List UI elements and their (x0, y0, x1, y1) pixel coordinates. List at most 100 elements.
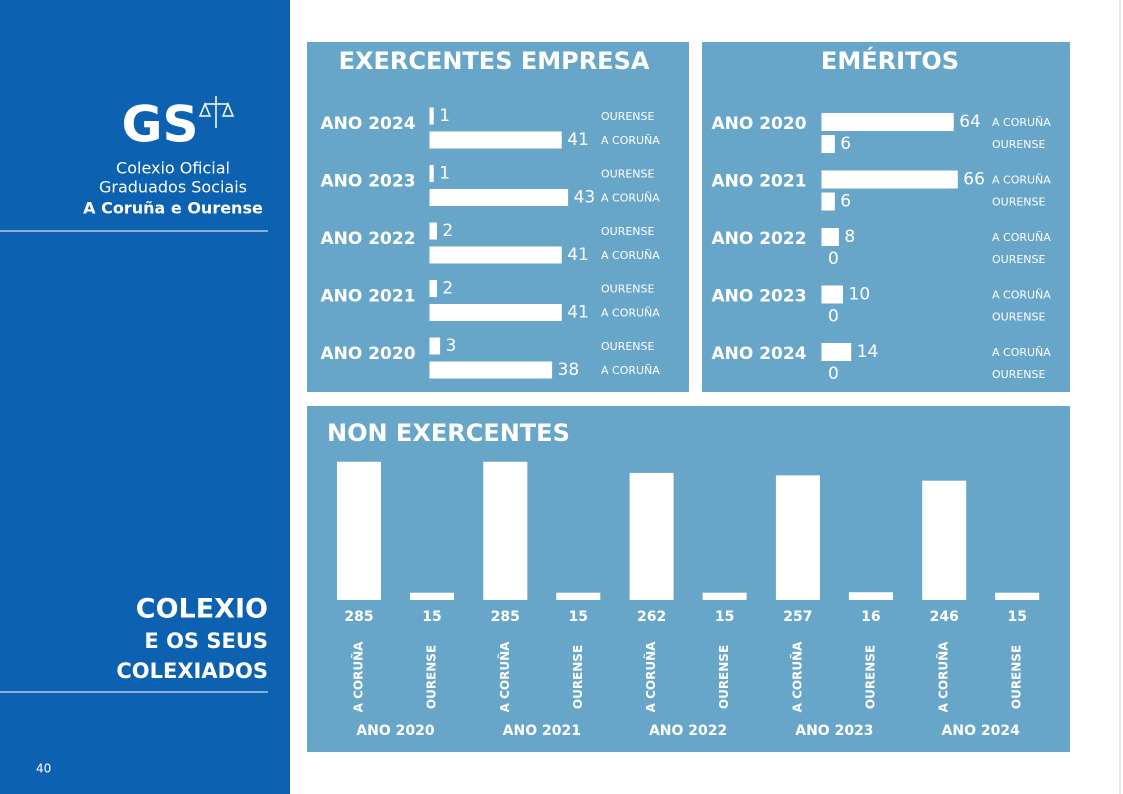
logo: GS (121, 96, 198, 154)
value-label: 14 (857, 342, 879, 362)
value-label: 285 (344, 609, 373, 625)
value-label: 1 (439, 106, 450, 126)
bar (821, 170, 958, 189)
series-name: OURENSE (601, 225, 655, 238)
value-label: 0 (828, 249, 839, 269)
bar (429, 189, 569, 206)
series-name: A CORUÑA (497, 641, 512, 713)
series-name: A CORUÑA (992, 116, 1051, 129)
series-name: OURENSE (601, 283, 655, 296)
bar (995, 592, 1040, 600)
category-label: ANO 2024 (942, 723, 1021, 739)
bar (429, 107, 434, 125)
bar (429, 337, 441, 355)
series-name: OURENSE (992, 311, 1046, 324)
value-label: 41 (567, 303, 589, 323)
series-name: A CORUÑA (601, 364, 660, 377)
bar (556, 592, 601, 600)
series-name: A CORUÑA (992, 346, 1051, 359)
bar (429, 165, 434, 182)
series-name: OURENSE (571, 645, 585, 709)
series-name: OURENSE (992, 368, 1046, 381)
bar (483, 461, 528, 600)
category-label: ANO 2020 (356, 723, 435, 739)
value-label: 285 (491, 609, 520, 625)
series-name: OURENSE (717, 645, 731, 709)
bar (821, 285, 843, 304)
category-label: ANO 2021 (320, 287, 415, 307)
org-line: A Coruña e Ourense (83, 199, 263, 218)
value-label: 3 (446, 336, 457, 356)
chart-title: EMÉRITOS (821, 46, 959, 75)
category-label: ANO 2023 (711, 287, 806, 307)
bar (821, 192, 835, 211)
bar (848, 592, 893, 600)
value-label: 64 (959, 112, 981, 132)
bar (629, 472, 674, 600)
bar (410, 592, 454, 600)
section-line: COLEXIADOS (116, 659, 268, 683)
chart-title: NON EXERCENTES (327, 419, 570, 447)
value-label: 15 (1007, 609, 1026, 625)
value-label: 41 (567, 130, 589, 150)
value-label: 0 (828, 364, 839, 384)
bar (337, 461, 381, 600)
bar (429, 280, 437, 297)
section-line: E OS SEUS (144, 629, 268, 653)
value-label: 15 (422, 609, 441, 625)
value-label: 6 (840, 192, 851, 212)
bar (821, 135, 835, 153)
bar (429, 222, 437, 240)
category-label: ANO 2022 (320, 229, 415, 249)
bar (429, 131, 562, 149)
series-name: A CORUÑA (992, 289, 1051, 302)
value-label: 246 (930, 609, 959, 625)
value-label: 0 (828, 307, 839, 327)
value-label: 43 (574, 188, 596, 208)
category-label: ANO 2022 (711, 229, 806, 249)
series-name: A CORUÑA (601, 249, 660, 262)
series-name: OURENSE (601, 340, 655, 353)
series-name: OURENSE (992, 196, 1046, 209)
page-number: 40 (36, 762, 51, 776)
category-label: ANO 2020 (711, 114, 806, 134)
bar (429, 304, 562, 321)
category-label: ANO 2023 (795, 723, 873, 739)
category-label: ANO 2024 (320, 114, 415, 134)
value-label: 16 (861, 609, 880, 625)
series-name: OURENSE (601, 110, 655, 123)
series-name: A CORUÑA (601, 192, 660, 205)
series-name: A CORUÑA (601, 134, 660, 147)
value-label: 257 (783, 609, 812, 625)
bar (821, 228, 839, 246)
series-name: OURENSE (601, 168, 655, 181)
value-label: 2 (442, 221, 453, 241)
category-label: ANO 2020 (320, 344, 415, 364)
org-line: Graduados Sociais (99, 178, 247, 197)
bar (775, 475, 820, 600)
value-label: 41 (567, 245, 589, 265)
value-label: 8 (844, 227, 855, 247)
bar (922, 480, 967, 600)
series-name: OURENSE (425, 645, 439, 709)
series-name: OURENSE (992, 138, 1046, 151)
series-name: A CORUÑA (601, 307, 660, 320)
series-name: OURENSE (1010, 645, 1024, 709)
series-name: A CORUÑA (643, 641, 658, 713)
value-label: 1 (439, 164, 450, 184)
value-label: 66 (963, 170, 985, 190)
series-name: A CORUÑA (351, 641, 366, 713)
org-line: Colexio Oficial (116, 159, 230, 178)
value-label: 10 (849, 285, 871, 305)
bar (821, 343, 852, 361)
bar (429, 246, 562, 264)
value-label: 262 (637, 609, 666, 625)
series-name: OURENSE (863, 645, 877, 709)
category-label: ANO 2022 (649, 723, 727, 739)
series-name: A CORUÑA (936, 641, 951, 713)
bar (429, 361, 553, 379)
logo-scale-icon (198, 96, 235, 128)
category-label: ANO 2024 (711, 344, 806, 364)
chart-title: EXERCENTES EMPRESA (339, 47, 650, 75)
